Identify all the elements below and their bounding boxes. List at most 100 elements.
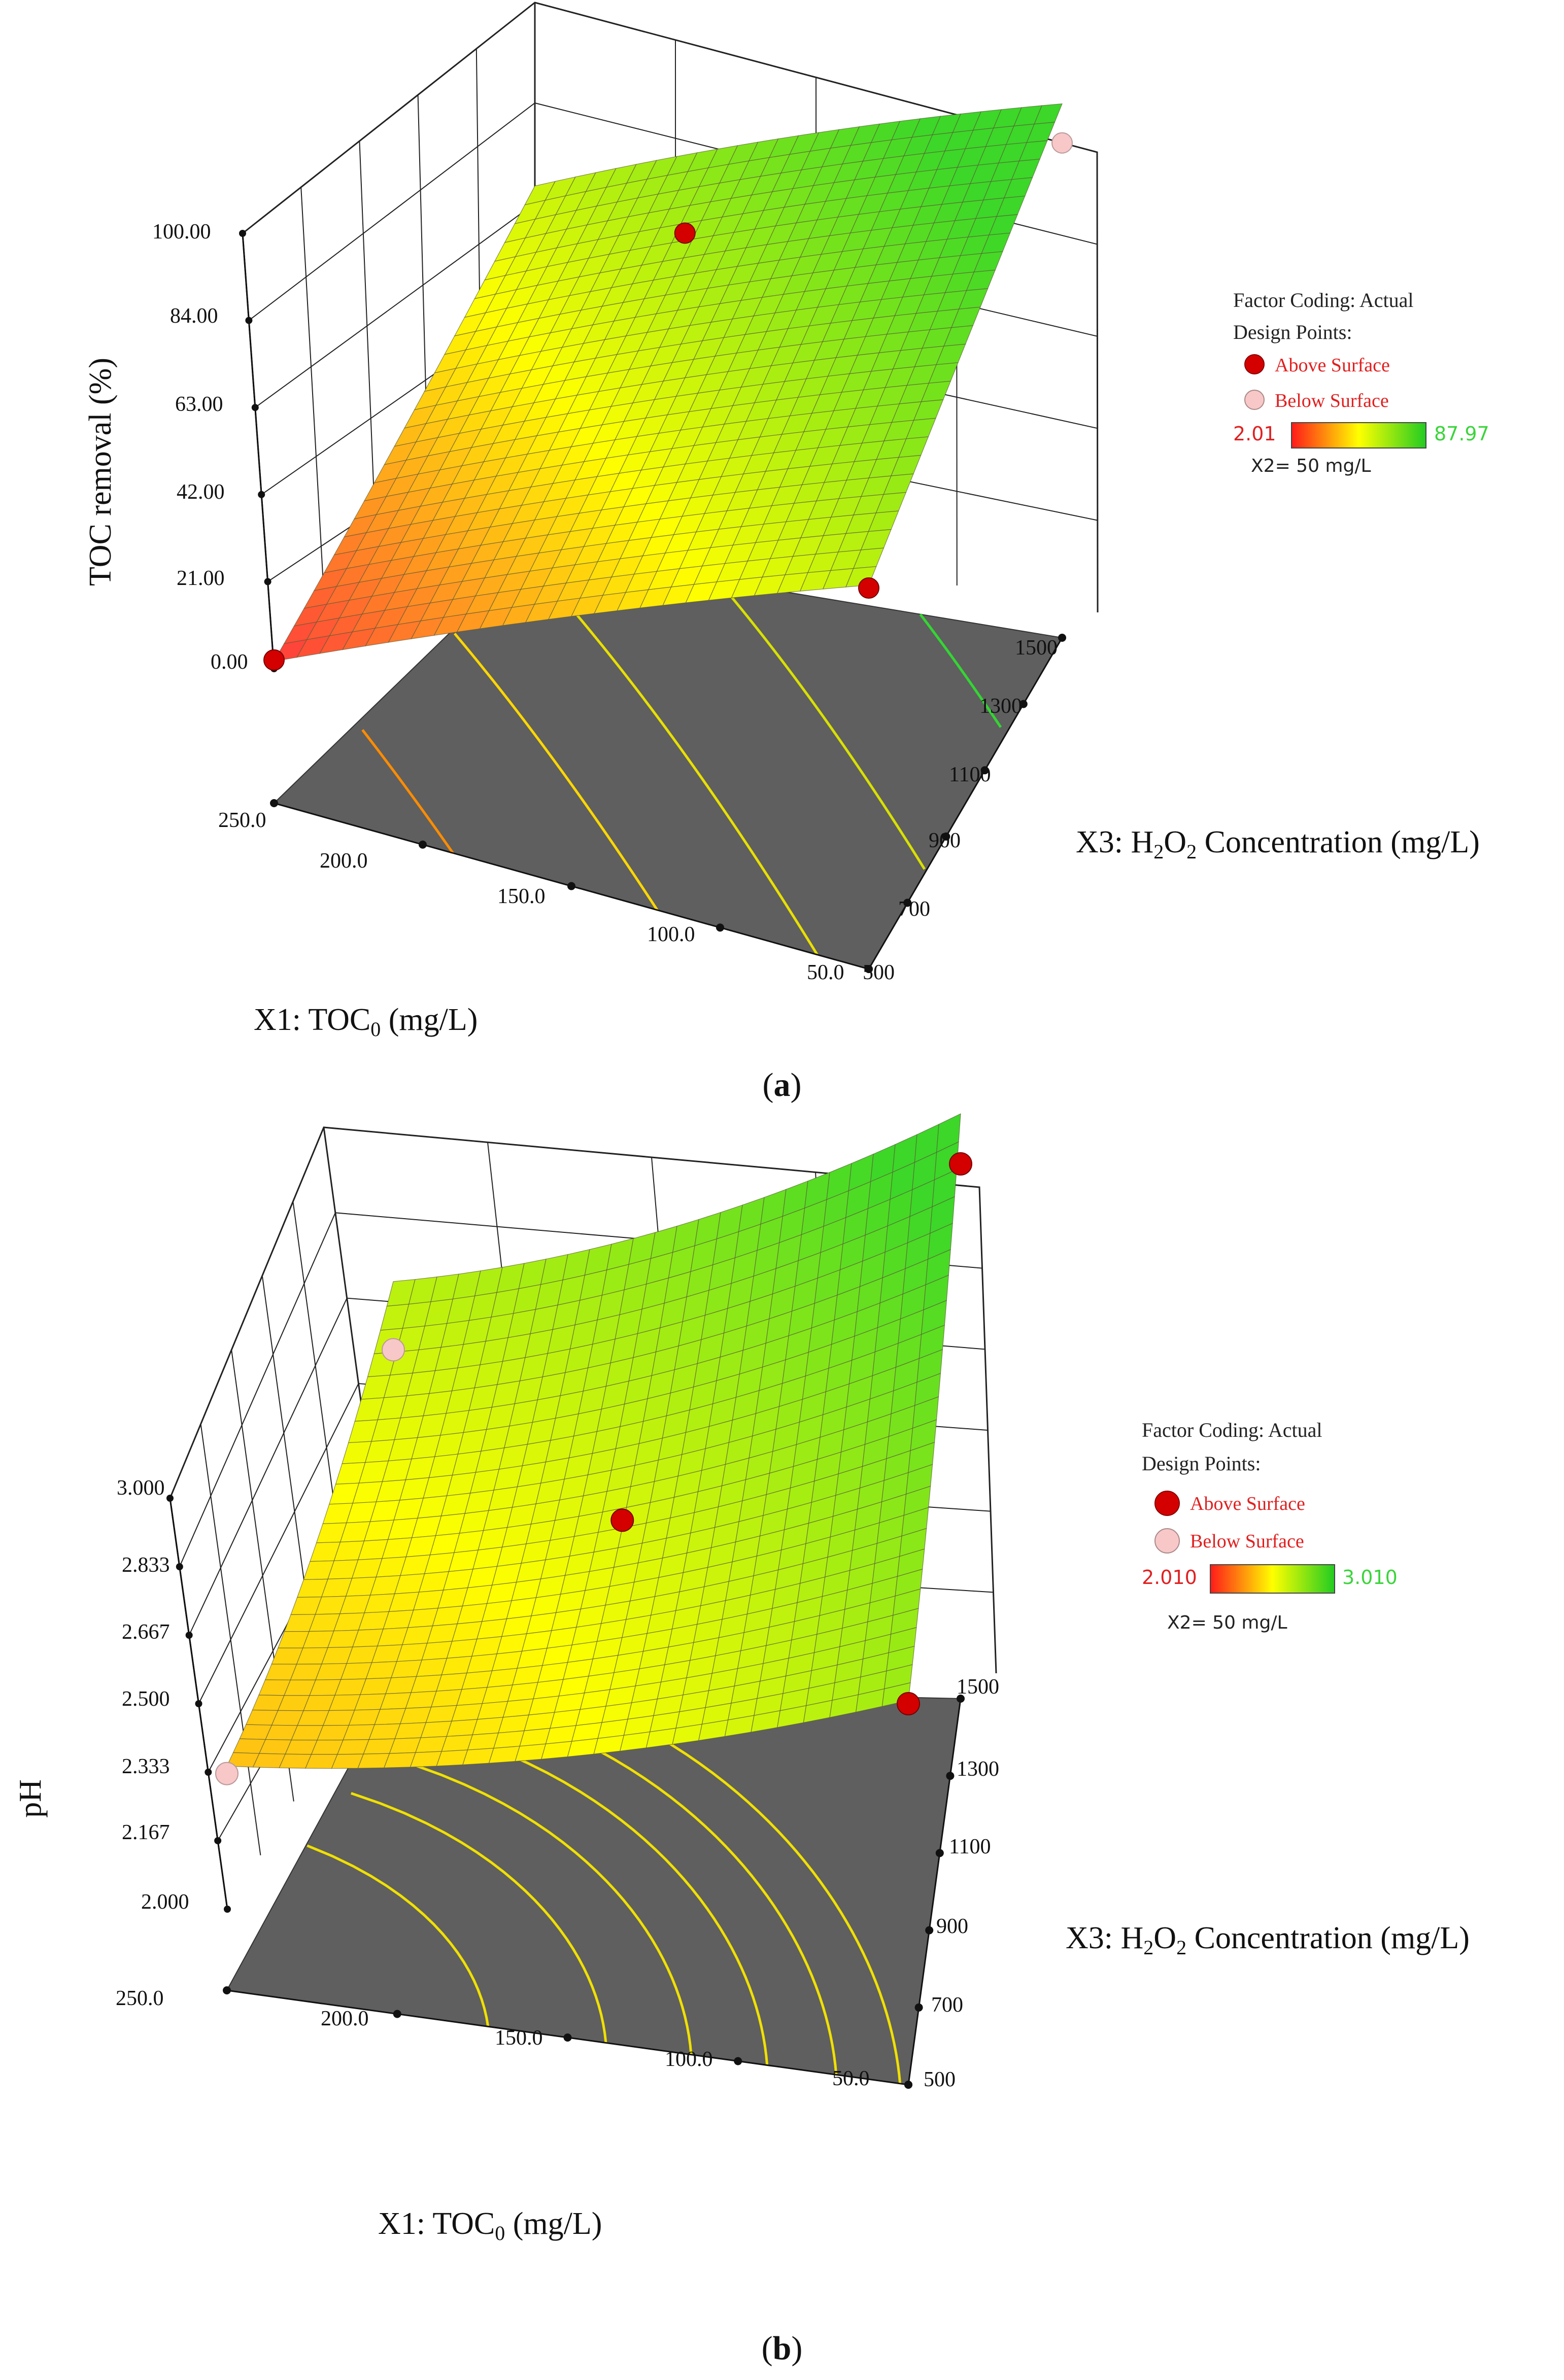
y-tick-mark [1058,634,1066,642]
z-tick-mark [258,491,265,498]
z-tick-mark [264,578,271,585]
grid-line [200,1424,261,1855]
z-tick-label: 2.167 [122,1821,170,1844]
panel-b-design-points [215,1152,972,1785]
panel-a-chart: 100.00 84.00 63.00 42.00 21.00 0.00 250.… [83,2,1489,1103]
z-tick-label: 2.333 [122,1755,170,1778]
legend-below-label: Below Surface [1190,1531,1304,1552]
y-tick-mark [942,832,950,841]
design-point-above [263,649,285,671]
y-tick-label: 1500 [957,1675,999,1699]
surface-cell [541,1741,572,1760]
panel-b-x-ticks: 250.0 200.0 150.0 100.0 50.0 [116,1987,870,2090]
legend-color-bar [1210,1564,1335,1594]
x-tick-mark [563,2033,572,2042]
panel-b-axes [166,1495,965,2089]
h2o2-label-sub2: 2 [1186,840,1197,863]
panel-a-design-points [263,132,1073,671]
legend-design-points-title: Design Points: [1142,1452,1261,1475]
z-tick-label: 2.500 [122,1687,170,1711]
z-tick-mark [166,1495,174,1502]
z-tick-mark [251,404,259,411]
legend-above-label: Above Surface [1275,355,1390,376]
panel-b-legend: Factor Coding: Actual Design Points: Abo… [1142,1419,1398,1633]
panel-a-y-ticks: 500 700 900 1100 1300 1500 [863,636,1058,984]
z-axis-line [242,233,275,669]
surface-cell [593,1735,625,1754]
design-point-above [610,1508,634,1532]
panel-b-contours [307,1684,902,2084]
y-tick-label: 500 [863,961,895,984]
legend-below-label: Below Surface [1275,390,1389,411]
design-point-above [858,577,879,599]
y-tick-label: 1300 [979,695,1022,718]
panel-a-surface [273,103,1063,662]
design-point-below [1051,132,1073,154]
legend-max-value: 87.97 [1434,423,1489,445]
contour-line [919,613,1002,728]
z-tick-mark [185,1632,193,1639]
y-tick-mark [903,899,912,907]
y-tick-mark [865,965,873,973]
legend-factor-coding: Factor Coding: Actual [1142,1419,1322,1441]
legend-above-label: Above Surface [1190,1493,1305,1514]
surface-cell [515,1743,547,1762]
y-tick-label: 900 [929,829,961,852]
z-tick-label: 2.833 [122,1554,170,1577]
legend-color-bar [1291,422,1426,449]
z-tick-label: 84.00 [170,304,218,328]
x-tick-label: 150.0 [497,885,546,908]
y-tick-mark [935,1849,944,1857]
h2o2-label-pre: X3: H [1076,825,1153,859]
x-tick-mark [270,799,278,807]
y-tick-label: 1300 [957,1757,999,1781]
grid-line [242,2,1098,234]
y-tick-label: 700 [898,898,930,921]
y-axis-line [868,637,1063,970]
z-tick-label: 2.667 [122,1620,170,1644]
y-tick-mark [946,1772,955,1780]
x-tick-label: 100.0 [665,2048,713,2071]
x-tick-label: 250.0 [116,1987,164,2010]
z-tick-label: 2.000 [141,1890,189,1914]
x-axis-label-main: X1: TOC [254,1003,370,1037]
panel-b-caption-letter: b [773,2330,792,2367]
legend-below-marker [1244,390,1265,410]
h2o2-label-pre: X3: H [1066,1921,1143,1955]
y-tick-label: 900 [936,1915,968,1938]
panel-a-contours [361,564,1002,955]
legend-design-points-title: Design Points: [1233,321,1352,343]
x-tick-mark [734,2057,742,2065]
z-tick-label: 3.000 [117,1476,165,1500]
y-tick-mark [1019,700,1028,708]
panel-b-chart: 3.000 2.833 2.667 2.500 2.333 2.167 2.00… [13,1113,1470,2367]
design-point-above [949,1152,972,1176]
y-tick-mark [980,766,989,775]
panel-b-z-ticks: 3.000 2.833 2.667 2.500 2.333 2.167 2.00… [117,1476,189,1914]
legend-max-value: 3.010 [1342,1566,1398,1589]
y-tick-label: 700 [931,1993,963,2017]
z-tick-label: 100.00 [152,220,211,244]
z-tick-mark [239,230,246,237]
contour-line [383,1754,693,2055]
design-point-above [674,222,696,244]
contour-line [307,1844,490,2027]
surface-cell [567,1738,598,1757]
x-tick-mark [393,2010,401,2018]
x-tick-label: 200.0 [321,2007,369,2030]
contour-line [556,1688,902,2084]
x-tick-mark [716,923,724,932]
x-axis-label-sub: 0 [370,1018,381,1041]
z-tick-label: 42.00 [177,480,225,504]
z-tick-mark [245,317,253,324]
panel-a-caption: (a) [763,1066,802,1103]
x-tick-mark [223,1986,231,1994]
grid-line [169,1126,980,1499]
y-tick-mark [957,1695,965,1703]
x-axis-label-sub: 0 [495,2222,505,2245]
h2o2-label-post: Concentration (mg/L) [1186,1921,1470,1955]
contour-line [390,1715,769,2065]
panel-b-surface [226,1113,961,1769]
x-tick-mark [567,882,575,890]
